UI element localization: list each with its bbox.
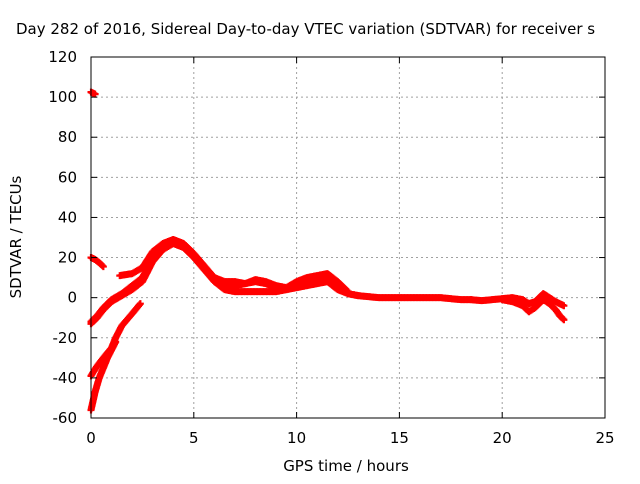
chart-title: Day 282 of 2016, Sidereal Day-to-day VTE… [16,20,595,38]
y-axis-label: SDTVAR / TECUs [7,175,25,298]
data-series [87,88,99,98]
data-layer [87,88,568,414]
y-tick-label: 0 [67,289,77,307]
y-tick-label: -60 [53,409,78,427]
data-series [87,300,144,380]
data-point [136,300,144,308]
y-tick-label: -40 [53,369,78,387]
y-tick-label: 80 [58,128,77,146]
data-point [91,90,99,98]
y-tick-label: 120 [48,48,77,66]
data-point [99,263,107,271]
y-tick-label: -20 [53,329,78,347]
x-tick-label: 15 [390,429,409,447]
data-point [560,302,568,310]
x-axis-label: GPS time / hours [283,457,409,475]
y-tick-label: 100 [48,88,77,106]
grid-layer [91,57,605,418]
x-tick-label: 25 [595,429,614,447]
x-tick-label: 20 [493,429,512,447]
data-series [498,296,568,324]
plot-frame [90,56,606,419]
data-point [354,292,362,300]
x-tick-label: 10 [287,429,306,447]
y-tick-label: 40 [58,208,77,226]
tick-layer: 0 5 10 15 20 25 -60 -40 -20 0 20 40 60 80 100 120 [48,48,614,447]
data-series [87,254,107,271]
x-tick-label: 5 [189,429,199,447]
data-series [116,236,352,296]
data-point [344,288,352,296]
y-tick-label: 20 [58,249,77,267]
data-point [560,316,568,324]
y-tick-label: 60 [58,168,77,186]
x-tick-label: 0 [86,429,96,447]
